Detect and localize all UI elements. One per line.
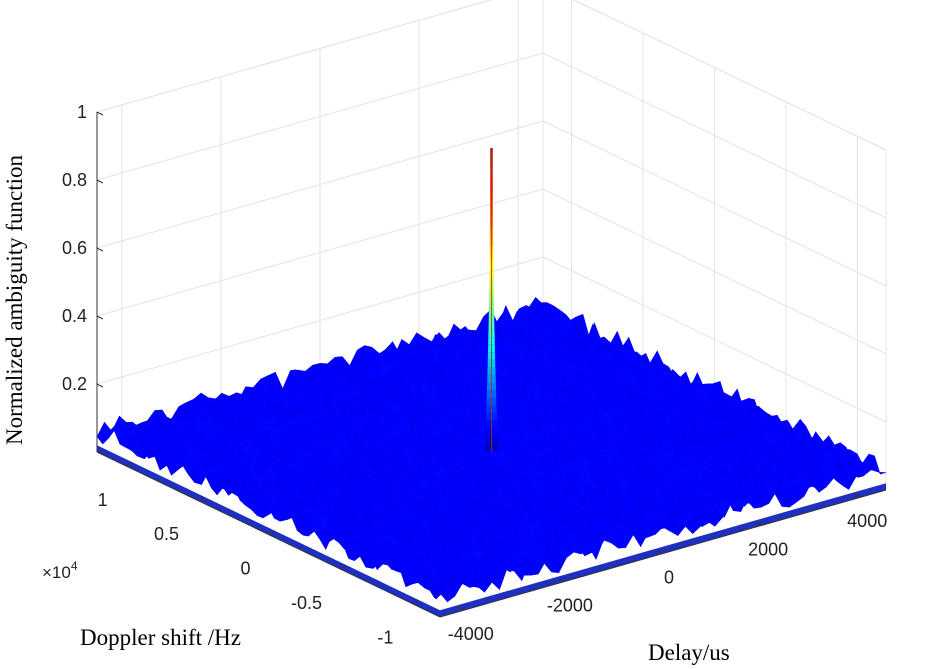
y-tick-label: 0 — [240, 559, 250, 579]
x-tick-label: 4000 — [847, 511, 887, 531]
grid-line — [573, 0, 887, 151]
peak-layer — [484, 148, 499, 451]
z-axis-title: Normalized ambiguity function — [2, 155, 27, 445]
grid-line — [96, 120, 544, 249]
grid-line — [96, 256, 544, 385]
z-tick-label: 0.4 — [62, 306, 87, 326]
grid-line — [96, 188, 544, 317]
surface-layer — [96, 296, 887, 617]
y-tick-label: -0.5 — [291, 593, 322, 613]
x-tick-label: 2000 — [748, 539, 788, 559]
z-tick-mark — [96, 179, 104, 184]
y-tick-label: 0.5 — [154, 524, 179, 544]
z-tick-mark — [96, 383, 104, 388]
surface-cell — [96, 421, 111, 445]
x-tick-label: -2000 — [547, 596, 593, 616]
z-tick-label: 1 — [77, 102, 87, 122]
grid-layer — [96, 0, 887, 490]
y-axis-title: Doppler shift /Hz — [80, 625, 241, 650]
grid-line — [542, 188, 887, 355]
grid-line — [542, 52, 887, 219]
y-tick-label: -1 — [377, 627, 393, 647]
grid-line — [96, 0, 493, 113]
grid-line — [542, 120, 887, 287]
y-tick-label: 1 — [98, 490, 108, 510]
z-tick-mark — [96, 247, 104, 252]
x-tick-label: 0 — [664, 568, 674, 588]
x-axis-title: Delay/us — [648, 640, 730, 665]
grid-line — [96, 52, 544, 181]
z-tick-label: 0.6 — [62, 238, 87, 258]
z-tick-mark — [96, 315, 104, 320]
grid-line — [542, 256, 887, 423]
z-tick-label: 0.8 — [62, 170, 87, 190]
z-tick-mark — [96, 111, 104, 116]
surface-cell — [649, 350, 664, 364]
x-tick-label: -4000 — [448, 624, 494, 644]
y-axis-multiplier: ×104 — [42, 559, 78, 582]
z-tick-label: 0.2 — [62, 374, 87, 394]
